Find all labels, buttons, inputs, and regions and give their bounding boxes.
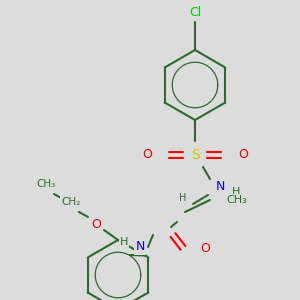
Text: N: N	[135, 241, 145, 254]
Text: O: O	[142, 148, 152, 161]
Text: S: S	[190, 148, 200, 162]
Text: H: H	[120, 237, 128, 247]
Text: CH₃: CH₃	[36, 179, 56, 189]
Text: H: H	[179, 193, 187, 203]
Text: N: N	[215, 181, 225, 194]
Text: Cl: Cl	[189, 5, 201, 19]
Text: H: H	[232, 187, 240, 197]
Text: CH₂: CH₂	[61, 197, 81, 207]
Text: O: O	[238, 148, 248, 161]
Text: O: O	[200, 242, 210, 254]
Text: CH₃: CH₃	[226, 195, 248, 205]
Text: O: O	[91, 218, 101, 232]
